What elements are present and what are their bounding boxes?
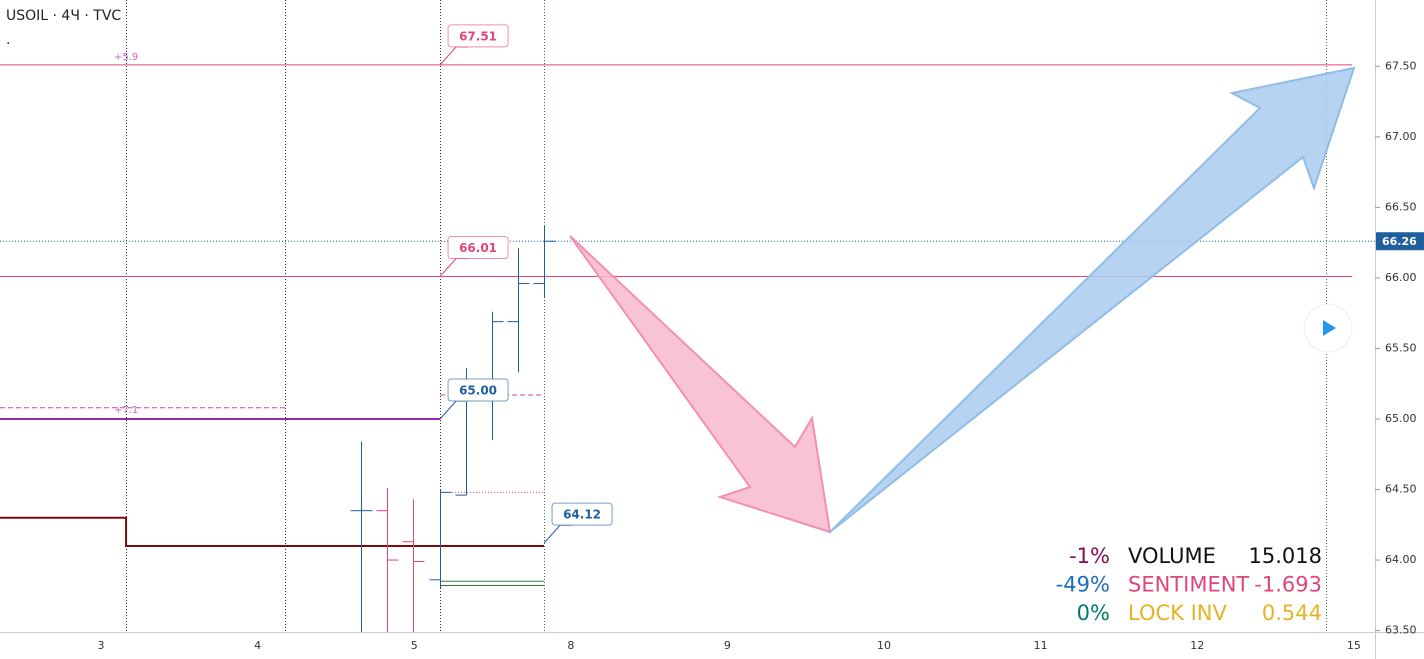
x-tick-label: 12	[1190, 639, 1204, 652]
chart-title: USOIL · 4Ч · TVC	[6, 8, 121, 24]
note: +5.9	[114, 52, 138, 63]
price-label: 64.12	[563, 508, 601, 522]
indicator-change: 0%	[1077, 601, 1110, 625]
last-price-box	[1376, 232, 1424, 251]
scroll-icon	[1323, 320, 1336, 336]
up-arrow	[829, 66, 1356, 533]
label-pointer	[439, 258, 469, 277]
indicator-name: VOLUME	[1128, 544, 1216, 568]
price-label: 65.00	[459, 383, 497, 397]
indicator-change: -1%	[1069, 544, 1110, 568]
label-box	[551, 502, 613, 526]
note: +7.1	[114, 405, 138, 416]
y-tick-label: 65.50	[1385, 341, 1417, 354]
y-tick-label: 66.50	[1385, 200, 1417, 213]
x-tick-label: 10	[877, 639, 891, 652]
x-tick-label: 11	[1034, 639, 1048, 652]
indicator-name: SENTIMENT	[1128, 573, 1249, 597]
indicator-change: -49%	[1056, 573, 1110, 597]
down-arrow	[569, 235, 832, 534]
y-tick-label: 64.50	[1385, 483, 1417, 496]
level-line	[0, 516, 545, 547]
y-tick-label: 67.50	[1385, 59, 1417, 72]
x-tick-label: 15	[1347, 639, 1361, 652]
y-tick-label: 64.00	[1385, 553, 1417, 566]
label-box	[447, 236, 509, 259]
indicator-value: 0.544	[1262, 601, 1322, 625]
x-tick-label: 5	[411, 639, 418, 652]
x-tick-label: 3	[98, 639, 105, 652]
x-tick-label: 8	[567, 639, 574, 652]
x-tick-label: 4	[254, 639, 261, 652]
price-label: 66.01	[459, 241, 497, 255]
y-tick-label: 65.00	[1385, 412, 1417, 425]
label-pointer	[543, 524, 573, 544]
last-price-label: 66.26	[1382, 235, 1417, 248]
indicator-value: 15.018	[1249, 544, 1322, 568]
label-pointer	[439, 46, 469, 66]
label-box	[447, 24, 509, 48]
x-tick-label: 9	[724, 639, 731, 652]
y-tick-label: 63.50	[1385, 624, 1417, 637]
indicator-name: LOCK INV	[1128, 601, 1227, 625]
label-box	[447, 378, 509, 402]
price-label: 67.51	[459, 29, 497, 43]
label-pointer	[439, 400, 469, 420]
chart-subtitle: .	[6, 32, 10, 48]
y-tick-label: 66.00	[1385, 271, 1417, 284]
y-tick-label: 67.00	[1385, 130, 1417, 143]
indicator-value: -1.693	[1254, 573, 1322, 597]
